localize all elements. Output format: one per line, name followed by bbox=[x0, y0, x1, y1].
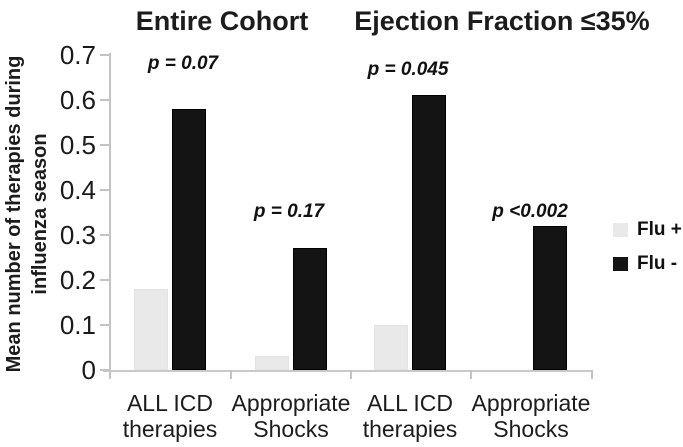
y-tick-mark bbox=[100, 324, 110, 326]
bar-flu-minus-group-3 bbox=[412, 95, 446, 370]
x-tick-mark bbox=[470, 370, 472, 379]
x-category-label-line: Shocks bbox=[253, 416, 329, 442]
y-tick-mark bbox=[100, 99, 110, 101]
x-category-label: ALL ICD therapies bbox=[105, 390, 235, 442]
y-axis-label-line1: Mean number of therapies during bbox=[3, 55, 25, 373]
section-title-entire-cohort: Entire Cohort bbox=[135, 6, 309, 36]
y-tick-label: 0.2 bbox=[59, 265, 96, 295]
x-category-label: ALL ICD therapies bbox=[345, 390, 475, 442]
y-tick-label: 0.1 bbox=[59, 310, 96, 340]
legend-swatch-icon bbox=[613, 223, 628, 237]
y-tick-mark bbox=[100, 189, 110, 191]
bar-flu-minus-group-1 bbox=[172, 109, 206, 370]
x-category-label-line: ALL ICD bbox=[366, 390, 454, 416]
legend-entry-flu-minus: Flu - bbox=[613, 253, 678, 274]
bar-flu-minus-group-4 bbox=[533, 226, 567, 370]
legend-swatch-icon bbox=[613, 257, 628, 271]
bar-flu-plus-group-2 bbox=[255, 356, 289, 370]
y-tick-mark bbox=[100, 54, 110, 56]
x-category-label-line: Appropriate bbox=[471, 390, 591, 416]
y-tick-mark bbox=[100, 279, 110, 281]
legend-label: Flu + bbox=[637, 219, 682, 240]
y-tick-label: 0.3 bbox=[59, 220, 96, 250]
p-value-label: p = 0.045 bbox=[367, 59, 449, 80]
x-category-label-line: therapies bbox=[122, 416, 218, 442]
p-value-label: p = 0.07 bbox=[147, 53, 219, 74]
y-tick-label: 0.6 bbox=[59, 85, 96, 115]
y-tick-label: 0.5 bbox=[59, 130, 96, 160]
x-category-label: Appropriate Shocks bbox=[226, 390, 356, 442]
x-category-label-line: ALL ICD bbox=[126, 390, 214, 416]
bar-flu-plus-group-3 bbox=[374, 325, 408, 370]
x-category-label: Appropriate Shocks bbox=[466, 390, 596, 442]
y-tick-mark bbox=[100, 234, 110, 236]
x-category-label-line: therapies bbox=[362, 416, 458, 442]
x-category-label-line: Appropriate bbox=[231, 390, 351, 416]
bar-flu-plus-group-1 bbox=[134, 289, 168, 370]
y-tick-mark bbox=[100, 144, 110, 146]
legend-entry-flu-plus: Flu + bbox=[613, 219, 682, 240]
p-value-label: p = 0.17 bbox=[253, 201, 325, 222]
y-tick-label: 0.7 bbox=[59, 40, 96, 70]
x-tick-mark bbox=[230, 370, 232, 379]
p-value-label: p <0.002 bbox=[492, 201, 568, 222]
x-tick-mark bbox=[350, 370, 352, 379]
x-tick-mark bbox=[591, 370, 593, 379]
y-tick-mark bbox=[100, 369, 110, 371]
section-title-ejection-fraction: Ejection Fraction ≤35% bbox=[354, 6, 650, 36]
x-axis-line bbox=[103, 370, 593, 372]
bar-flu-minus-group-2 bbox=[293, 248, 327, 370]
y-tick-label: 0.4 bbox=[59, 175, 96, 205]
y-tick-label: 0 bbox=[81, 355, 96, 385]
x-category-label-line: Shocks bbox=[493, 416, 569, 442]
y-axis-line bbox=[109, 53, 111, 379]
legend-label: Flu - bbox=[637, 253, 678, 274]
